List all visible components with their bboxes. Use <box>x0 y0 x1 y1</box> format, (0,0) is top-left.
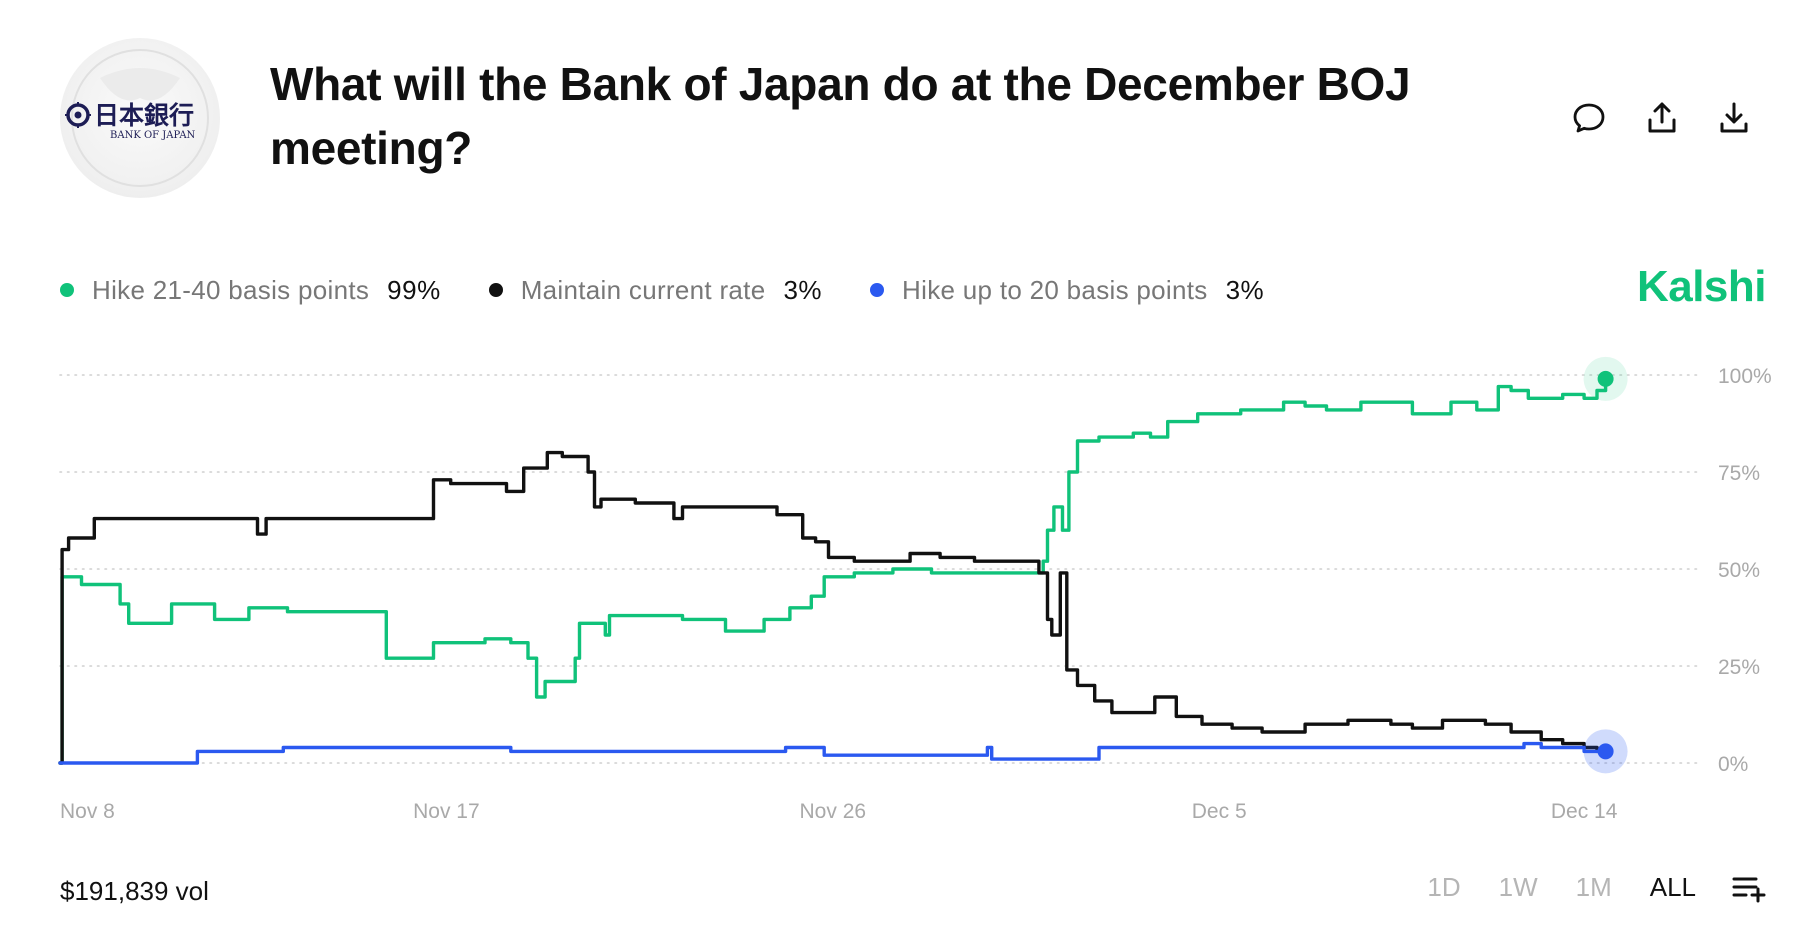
legend-label: Hike up to 20 basis points <box>902 274 1208 305</box>
legend-label: Maintain current rate <box>520 274 766 305</box>
x-tick-label: Dec 5 <box>1192 800 1247 823</box>
y-tick-label: 75% <box>1718 462 1760 485</box>
list-add-icon <box>1732 877 1766 902</box>
x-tick-label: Nov 8 <box>60 800 115 823</box>
legend-dot-green <box>60 283 74 297</box>
legend-item-maintain[interactable]: Maintain current rate 3% <box>488 274 823 306</box>
kalshi-brand[interactable]: Kalshi <box>1636 262 1767 311</box>
legend-value: 99% <box>387 274 441 305</box>
series-line-maintain-current-rate <box>58 450 1608 765</box>
legend-label: Hike 21-40 basis points <box>92 274 370 305</box>
comment-icon <box>1573 103 1605 133</box>
share-icon <box>1648 102 1676 133</box>
range-1w[interactable]: 1W <box>1498 872 1538 902</box>
y-tick-label: 0% <box>1718 753 1748 776</box>
range-all[interactable]: ALL <box>1649 872 1696 902</box>
y-tick-label: 25% <box>1718 656 1760 679</box>
x-tick-label: Dec 14 <box>1551 800 1618 823</box>
bank-of-japan-logo: 日本銀行 BANK OF JAPAN <box>60 38 220 198</box>
y-tick-label: 50% <box>1718 559 1760 582</box>
x-tick-label: Nov 17 <box>413 800 480 823</box>
download-button[interactable] <box>1712 96 1756 140</box>
end-marker <box>1597 370 1614 387</box>
legend-dot-black <box>488 283 503 297</box>
logo-text-en: BANK OF JAPAN <box>110 130 196 141</box>
y-tick-label: 100% <box>1718 365 1772 388</box>
download-icon <box>1720 102 1748 133</box>
legend-value: 3% <box>1225 274 1265 305</box>
legend-item-hike-21-40[interactable]: Hike 21-40 basis points 99% <box>60 275 441 306</box>
logo-text-jp: 日本銀行 <box>94 101 194 130</box>
list-add-button[interactable] <box>1732 873 1766 903</box>
comment-button[interactable] <box>1567 96 1611 140</box>
series-line-hike-up-to-20-basis-points <box>58 741 1608 765</box>
series-line-hike-21-40-basis-points <box>58 377 1608 765</box>
end-marker <box>1597 743 1614 760</box>
range-selector: 1D 1W 1M ALL <box>1389 872 1766 903</box>
price-history-chart[interactable]: 0% 25% 50% 75% 100% Nov 8 Nov 17 Nov 26 Dec 5 Dec… <box>0 340 1818 830</box>
x-tick-label: Nov 26 <box>800 800 867 823</box>
range-1m[interactable]: 1M <box>1575 872 1612 902</box>
page-title: What will the Bank of Japan do at the De… <box>270 58 1411 174</box>
legend-dot-blue <box>870 283 885 297</box>
volume-label: $191,839 vol <box>60 876 209 906</box>
share-button[interactable] <box>1640 96 1684 140</box>
legend-value: 3% <box>783 274 823 305</box>
legend-item-hike-up-to-20[interactable]: Hike up to 20 basis points 3% <box>870 275 1264 306</box>
chart-legend: Hike 21-40 basis points 99% Maintain cur… <box>60 270 1312 310</box>
range-1d[interactable]: 1D <box>1427 872 1461 902</box>
